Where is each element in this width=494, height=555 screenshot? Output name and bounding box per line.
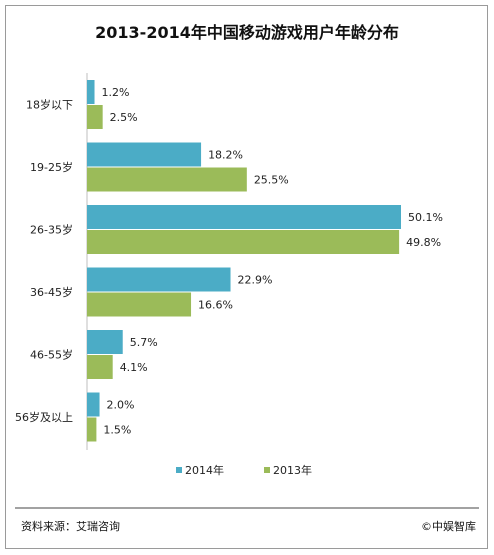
bar-2014 [87, 80, 95, 104]
legend: 2014年 2013年 [176, 463, 312, 477]
chart-title: 2013-2014年中国移动游戏用户年龄分布 [95, 23, 399, 42]
data-label: 5.7% [130, 336, 158, 349]
category-label: 56岁及以上 [15, 410, 73, 424]
data-label: 50.1% [408, 211, 443, 224]
data-label: 49.8% [406, 236, 441, 249]
data-label: 16.6% [198, 299, 233, 312]
bar-2013 [87, 167, 247, 192]
bar-2014 [87, 267, 231, 292]
category-label: 46-55岁 [30, 348, 73, 362]
category-label: 19-25岁 [30, 160, 73, 174]
data-label: 22.9% [238, 274, 273, 287]
category-label: 26-35岁 [30, 223, 73, 237]
chart-frame [5, 5, 488, 549]
legend-swatch-2013 [264, 467, 270, 473]
data-label: 2.5% [110, 111, 138, 124]
bar-2014 [87, 330, 123, 354]
legend-swatch-2014 [176, 467, 182, 473]
bars-group: 18岁以下 1.2% 2.5% 19-25岁 18.2% 25.5% 26-35岁 50.1%… [15, 80, 443, 442]
bar-2014 [87, 142, 202, 167]
data-label: 25.5% [254, 174, 289, 187]
bar-2013 [87, 105, 103, 129]
source-note: 资料来源：艾瑞咨询 [21, 519, 120, 533]
bar-2014 [87, 392, 100, 417]
bar-2013 [87, 417, 97, 442]
data-label: 18.2% [208, 149, 243, 162]
bar-2014 [87, 205, 401, 229]
brand-mark: ©中娱智库 [421, 519, 476, 533]
bar-2013 [87, 355, 113, 379]
data-label: 1.2% [102, 86, 130, 99]
data-label: 4.1% [120, 361, 148, 374]
data-label: 1.5% [103, 424, 131, 437]
legend-label-2013: 2013年 [273, 463, 312, 477]
category-label: 18岁以下 [26, 98, 73, 112]
data-label: 2.0% [107, 399, 135, 412]
bar-2013 [87, 230, 400, 254]
bar-2013 [87, 292, 192, 317]
category-label: 36-45岁 [30, 285, 73, 299]
legend-label-2014: 2014年 [185, 463, 224, 477]
